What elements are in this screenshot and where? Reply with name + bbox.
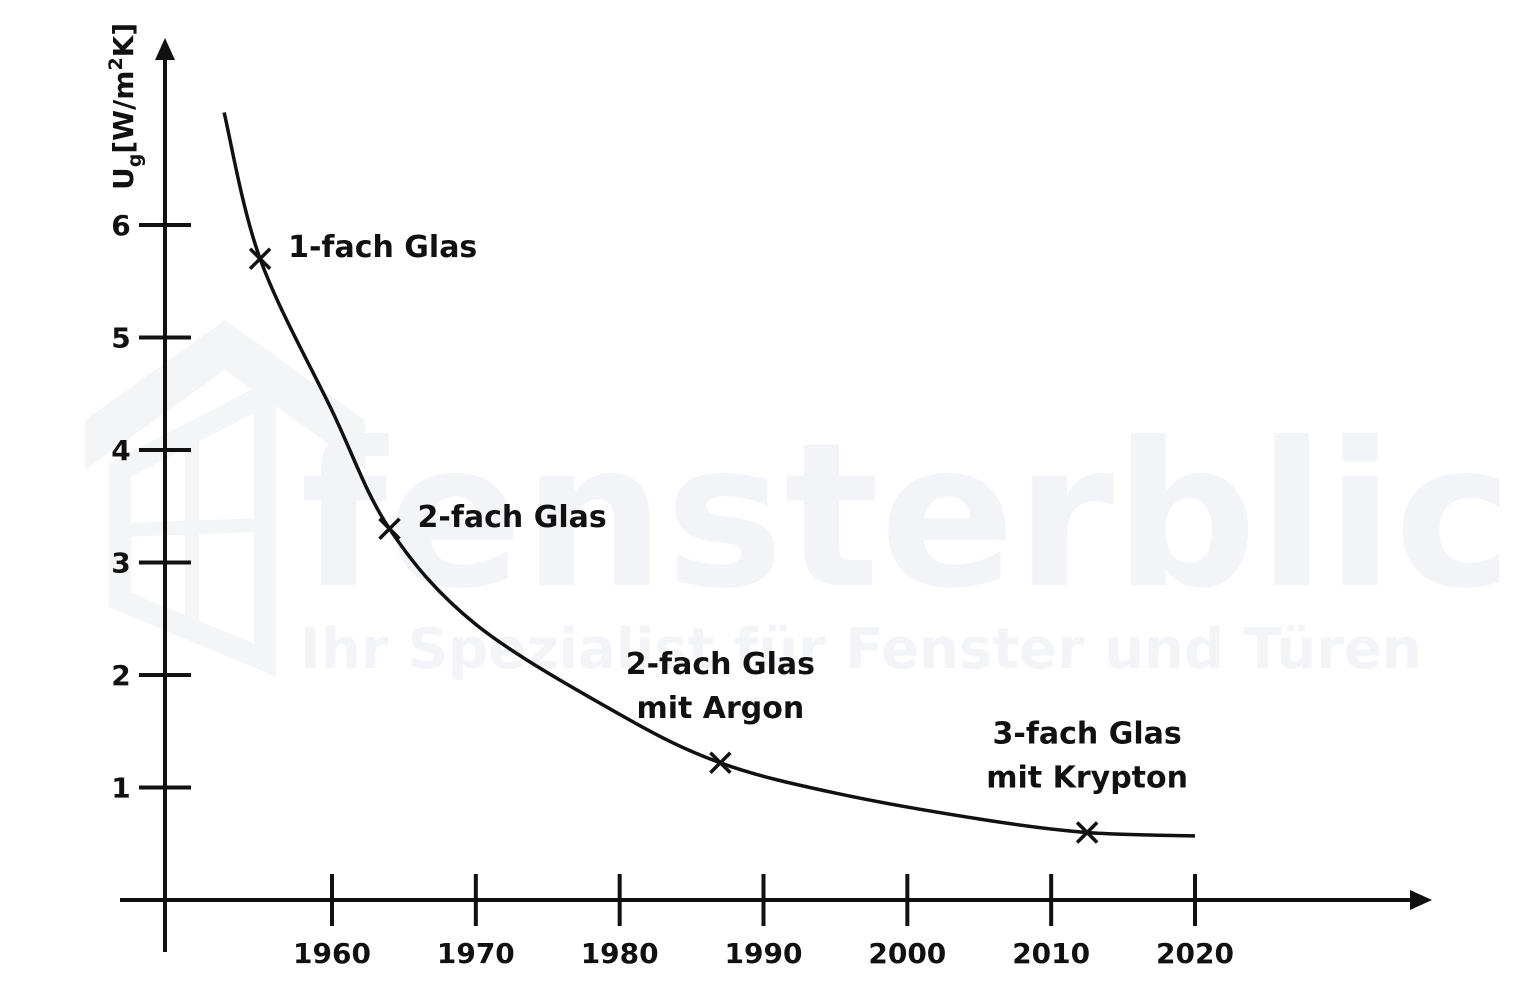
x-tick-label-2000: 2000 — [868, 937, 946, 970]
data-point-marker-3 — [709, 751, 732, 774]
house-logo-icon — [85, 320, 365, 677]
annotation-label-2: 2-fach Glas — [418, 500, 607, 535]
watermark: fensterblick Ihr Spezialist für Fenster … — [85, 320, 1520, 682]
y-axis-label-subscript: g — [124, 154, 146, 168]
y-axis-label: Ug[W/m2K] — [105, 23, 146, 190]
series-line-ug-value — [222, 112, 1196, 838]
annotation-label-4-line-2: mit Krypton — [986, 761, 1188, 796]
x-ticks: 1960 1970 1980 1990 2000 2010 2020 — [293, 874, 1234, 970]
y-tick-label-4: 4 — [111, 434, 130, 467]
annotation-label-4-line-1: 3-fach Glas — [993, 717, 1182, 752]
annotations: 1-fach Glas 2-fach Glas 2-fach Glas mit Arg… — [288, 230, 1188, 796]
annotation-label-1: 1-fach Glas — [288, 230, 477, 265]
y-axis-arrowhead — [155, 38, 175, 60]
x-tick-label-1990: 1990 — [725, 937, 803, 970]
y-tick-label-1: 1 — [111, 772, 130, 805]
data-markers — [248, 247, 1099, 844]
x-tick-label-1980: 1980 — [581, 937, 659, 970]
data-point-marker-1 — [248, 247, 272, 270]
annotation-label-3-line-2: mit Argon — [636, 691, 804, 726]
x-tick-label-2020: 2020 — [1156, 937, 1234, 970]
y-axis-label-unit-prefix: [W/m — [107, 71, 140, 154]
watermark-title: fensterblick — [300, 400, 1520, 633]
y-ticks: 1 2 3 4 5 6 — [111, 209, 191, 805]
data-point-marker-4 — [1075, 821, 1099, 844]
watermark-subtitle: Ihr Spezialist für Fenster und Türen — [300, 617, 1422, 682]
y-tick-label-5: 5 — [111, 322, 130, 355]
y-tick-label-3: 3 — [111, 547, 130, 580]
x-axis-arrowhead — [1410, 890, 1432, 910]
x-tick-label-2010: 2010 — [1012, 937, 1090, 970]
data-point-marker-2 — [378, 517, 401, 540]
y-axis-label-unit-superscript: 2 — [105, 57, 127, 70]
y-tick-label-6: 6 — [111, 209, 130, 242]
y-tick-label-2: 2 — [111, 659, 130, 692]
annotation-label-3-line-1: 2-fach Glas — [626, 647, 815, 682]
y-axis-label-symbol: U — [107, 167, 140, 190]
y-axis-label-unit-suffix: K] — [107, 23, 140, 58]
x-tick-label-1970: 1970 — [437, 937, 515, 970]
x-tick-label-1960: 1960 — [293, 937, 371, 970]
